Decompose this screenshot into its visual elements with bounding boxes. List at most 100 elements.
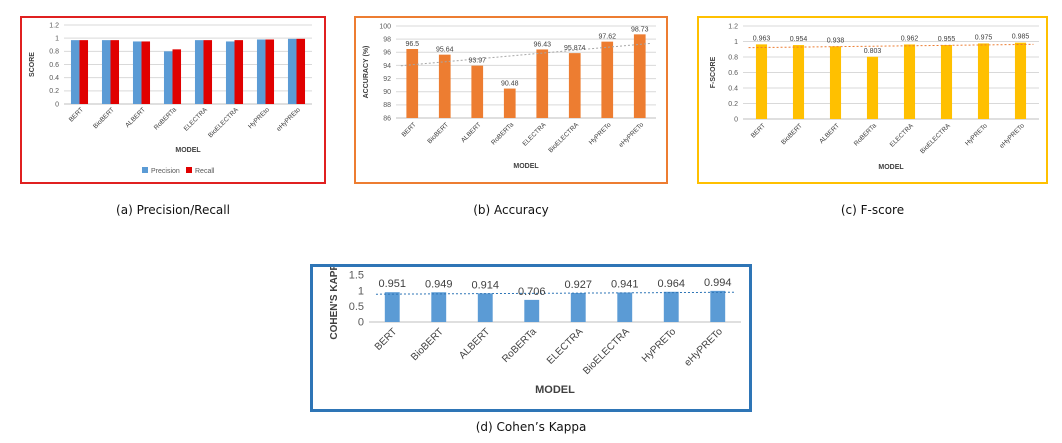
data-label-ehypreto: 0.985 — [1012, 34, 1030, 41]
x-tick-label-electra: ELECTRA — [545, 326, 586, 367]
bar-precision-bert — [70, 40, 80, 104]
y-tick-label: 1.2 — [728, 23, 738, 30]
y-axis-title: SCORE — [29, 52, 36, 77]
y-tick-label: 0 — [734, 116, 738, 123]
x-tick-label-bioelectra: BioELECTRA — [581, 326, 632, 377]
chart-f-score: 0 0.2 0.4 0.6 0.8 1 1.2 BERT BioBERT ALBERT RoBERT… — [710, 23, 1039, 171]
data-label-roberta: 0.803 — [864, 48, 882, 55]
bar-recall-hypreto — [265, 39, 275, 104]
data-label-hypreto: 0.964 — [657, 278, 685, 290]
trendline — [375, 291, 735, 295]
data-label-bioelectra: 0.955 — [938, 36, 956, 43]
bar-electra — [570, 292, 586, 322]
data-label-electra: 0.962 — [901, 35, 919, 42]
x-axis-title: MODEL — [878, 164, 904, 171]
y-axis-title: COHEN'S KAPPA — [329, 267, 340, 340]
chart-accuracy: 86 88 90 92 94 96 98 100 BERT BioBERT ALBERT RoBERT… — [363, 23, 656, 170]
legend-swatch-precision — [142, 167, 148, 173]
caption-precision-recall: (a) Precision/Recall — [116, 203, 230, 217]
x-axis-title: MODEL — [175, 147, 201, 154]
bar-ehypreto — [633, 34, 646, 118]
y-tick-label: 0.6 — [49, 62, 59, 69]
bar-bioelectra — [940, 44, 953, 119]
bar-biobert — [431, 292, 447, 322]
data-label-biobert: 95.64 — [436, 47, 454, 54]
data-label-roberta: 90.48 — [501, 81, 519, 88]
y-tick-label: 1.5 — [349, 270, 364, 282]
legend-label-recall: Recall — [195, 168, 215, 175]
chart-panel-f-score: 0 0.2 0.4 0.6 0.8 1 1.2 BERT BioBERT ALBERT RoBERT… — [697, 16, 1048, 184]
bar-precision-electra — [194, 40, 204, 104]
bar-precision-bioelectra — [225, 41, 235, 104]
x-tick-label-biobert: BioBERT — [780, 122, 804, 146]
data-label-biobert: 0.954 — [790, 36, 808, 43]
data-label-hypreto: 0.975 — [975, 34, 993, 41]
y-tick-label: 1 — [358, 285, 364, 297]
data-label-albert: 0.914 — [471, 279, 499, 291]
bar-recall-bioelectra — [234, 40, 244, 104]
y-tick-label: 96 — [383, 50, 391, 57]
data-label-hypreto: 97.62 — [598, 34, 616, 41]
bar-precision-albert — [132, 41, 142, 104]
data-label-ehypreto: 0.994 — [704, 277, 732, 289]
x-tick-label-roberta: RoBERTa — [500, 326, 539, 365]
x-axis-title: MODEL — [513, 163, 539, 170]
data-label-bioelectra: 95.874 — [564, 45, 586, 52]
bar-roberta — [503, 88, 516, 118]
y-tick-label: 86 — [383, 115, 391, 122]
x-tick-label-bioelectra: BioELECTRA — [207, 106, 240, 139]
bar-precision-biobert — [101, 40, 111, 104]
x-tick-label-roberta: RoBERTa — [153, 106, 178, 131]
data-label-roberta: 0.706 — [518, 286, 546, 298]
y-tick-label: 0.8 — [728, 54, 738, 61]
y-tick-label: 0.5 — [349, 301, 364, 313]
bar-recall-ehypreto — [296, 38, 306, 105]
legend-swatch-recall — [186, 167, 192, 173]
x-tick-label-biobert: BioBERT — [409, 326, 446, 363]
y-tick-label: 0.6 — [728, 70, 738, 77]
trendline — [400, 42, 652, 67]
bar-precision-hypreto — [256, 39, 266, 104]
caption-cohens-kappa: (d) Cohen’s Kappa — [475, 420, 587, 434]
data-label-electra: 0.927 — [564, 279, 592, 291]
bar-recall-roberta — [172, 49, 182, 104]
y-tick-label: 0.4 — [728, 85, 738, 92]
bar-hypreto — [663, 291, 679, 322]
y-tick-label: 0.2 — [728, 101, 738, 108]
y-axis-title: F-SCORE — [710, 56, 717, 88]
bar-bert — [384, 292, 400, 322]
x-tick-label-electra: ELECTRA — [522, 121, 549, 148]
trendline — [748, 43, 1034, 49]
x-tick-label-bioelectra: BioELECTRA — [919, 122, 952, 155]
x-tick-label-ehypreto: eHyPRETo — [618, 121, 646, 149]
y-tick-label: 0 — [55, 101, 59, 108]
caption-f-score: (c) F-score — [840, 203, 905, 217]
x-tick-label-bert: BERT — [401, 121, 418, 138]
legend-label-precision: Precision — [151, 168, 180, 175]
y-tick-label: 92 — [383, 76, 391, 83]
x-tick-label-ehypreto: eHyPRETo — [683, 326, 726, 369]
bar-electra — [903, 44, 916, 119]
y-tick-label: 90 — [383, 89, 391, 96]
x-tick-label-biobert: BioBERT — [426, 121, 450, 145]
y-tick-label: 1.2 — [49, 22, 59, 29]
data-label-biobert: 0.949 — [425, 278, 453, 290]
y-axis-title: ACCURACY (%) — [363, 46, 370, 99]
chart-panel-precision-recall: 0 0.2 0.4 0.6 0.8 1 1.2 BERT BioBERT ALBERT RoBERT… — [20, 16, 326, 184]
bar-hypreto — [601, 41, 614, 118]
x-tick-label-bert: BERT — [68, 106, 85, 123]
chart-precision-recall: 0 0.2 0.4 0.6 0.8 1 1.2 BERT BioBERT ALBERT RoBERT… — [29, 22, 312, 175]
y-tick-label: 0.4 — [49, 75, 59, 82]
bar-bert — [406, 49, 419, 118]
y-tick-label: 0 — [358, 317, 364, 329]
x-tick-label-albert: ALBERT — [457, 326, 492, 361]
x-tick-label-ehypreto: eHyPRETo — [998, 122, 1026, 150]
y-tick-label: 1 — [55, 36, 59, 43]
caption-accuracy: (b) Accuracy — [473, 203, 549, 217]
bar-recall-albert — [141, 41, 151, 104]
chart-panel-accuracy: 86 88 90 92 94 96 98 100 BERT BioBERT ALBERT RoBERT… — [354, 16, 668, 184]
x-axis-title: MODEL — [535, 384, 575, 396]
bar-albert — [471, 65, 484, 118]
x-tick-label-hypreto: HyPREto — [247, 106, 271, 130]
data-label-albert: 93.97 — [468, 58, 486, 65]
